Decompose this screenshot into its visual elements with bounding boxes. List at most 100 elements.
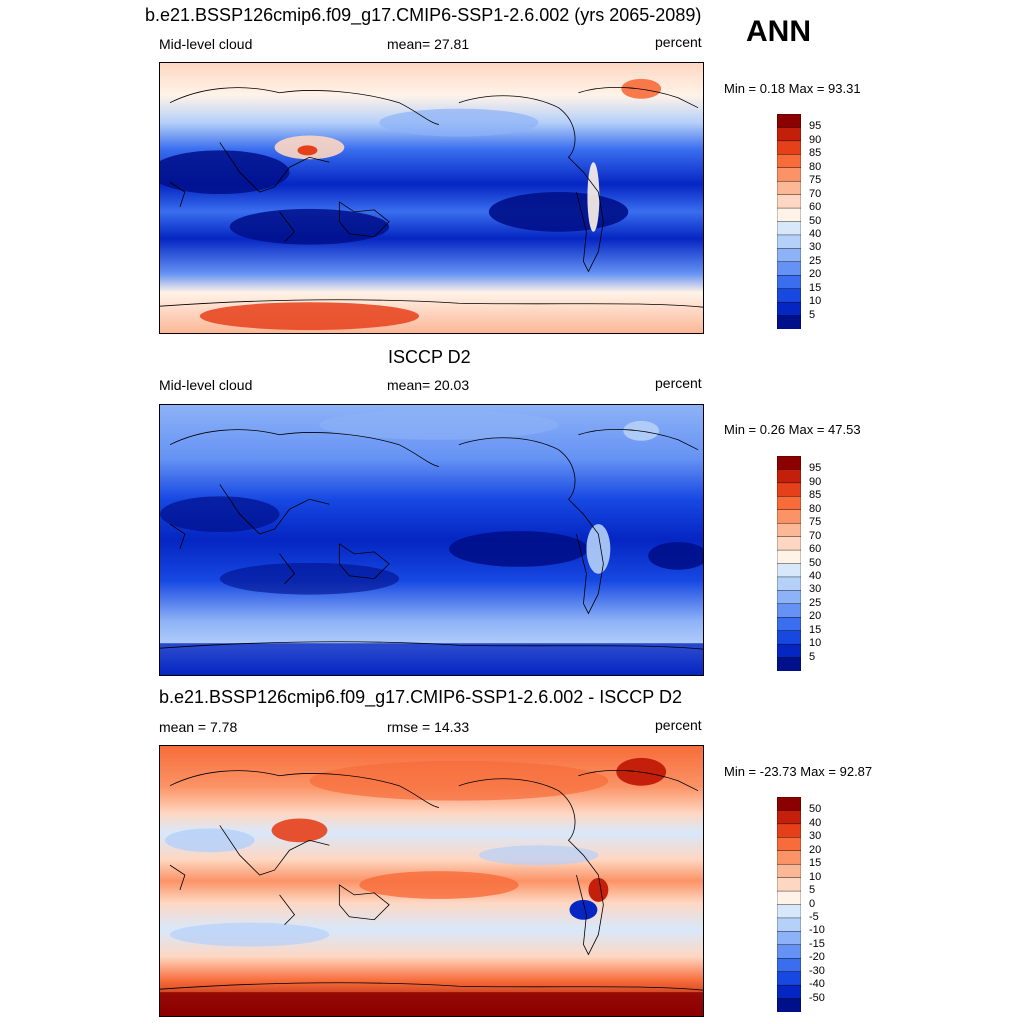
colorbar-tick-label: 30	[809, 830, 822, 843]
colorbar-tick-label: 70	[809, 187, 822, 200]
colorbar-swatch	[777, 315, 801, 329]
panel1-left-label: Mid-level cloud	[159, 36, 253, 52]
panel3-minmax: Min = -23.73 Max = 92.87	[724, 764, 873, 779]
colorbar-tick-label: 40	[809, 816, 822, 829]
colorbar-tick-label: 20	[809, 268, 822, 281]
colorbar-swatch	[777, 837, 801, 852]
colorbar-swatch	[777, 154, 801, 169]
colorbar-tick-label: 10	[809, 637, 822, 650]
colorbar-tick-label: 20	[809, 843, 822, 856]
panel2-map	[159, 404, 704, 676]
panel3-colorbar-svg	[777, 797, 801, 1012]
colorbar-tick-label: 85	[809, 489, 822, 502]
colorbar-tick-label: 25	[809, 596, 822, 609]
run-title: b.e21.BSSP126cmip6.f09_g17.CMIP6-SSP1-2.…	[145, 5, 702, 25]
colorbar-tick-label: 80	[809, 502, 822, 515]
colorbar-swatch	[777, 496, 801, 511]
colorbar-swatch	[777, 904, 801, 919]
colorbar-swatch	[777, 180, 801, 196]
colorbar-swatch	[777, 482, 801, 497]
colorbar-tick-label: 40	[809, 569, 822, 582]
colorbar-tick-label: -30	[809, 964, 825, 977]
colorbar-swatch	[777, 167, 801, 182]
colorbar-swatch	[777, 944, 801, 959]
colorbar-tick-label: 90	[809, 475, 822, 488]
panel1-colorbar	[777, 114, 801, 329]
colorbar-swatch	[777, 127, 801, 142]
colorbar-tick-label: 25	[809, 254, 822, 267]
colorbar-swatch	[777, 221, 801, 236]
colorbar-tick-label: 80	[809, 160, 822, 173]
colorbar-swatch	[777, 549, 801, 565]
colorbar-tick-label: 5	[809, 884, 816, 897]
panel1-units-label: percent	[655, 34, 702, 50]
colorbar-tick-label: -20	[809, 951, 825, 964]
colorbar-tick-label: 30	[809, 241, 822, 254]
panel3-map	[159, 745, 704, 1017]
colorbar-swatch	[777, 509, 801, 524]
colorbar-tick-label: 15	[809, 281, 822, 294]
panel3-mean-label: mean = 7.78	[159, 719, 238, 735]
colorbar-tick-label: 75	[809, 174, 822, 187]
colorbar-tick-label: 75	[809, 516, 822, 529]
colorbar-swatch	[777, 917, 801, 932]
panel2-colorbar-svg	[777, 456, 801, 671]
colorbar-swatch	[777, 288, 801, 303]
colorbar-tick-label: 15	[809, 623, 822, 636]
colorbar-swatch	[777, 810, 801, 825]
colorbar-swatch	[777, 456, 801, 470]
colorbar-tick-label: -15	[809, 937, 825, 950]
colorbar-swatch	[777, 207, 801, 223]
colorbar-tick-label: 60	[809, 201, 822, 214]
colorbar-swatch	[777, 590, 801, 605]
colorbar-swatch	[777, 863, 801, 879]
panel2-colorbar	[777, 456, 801, 671]
colorbar-swatch	[777, 248, 801, 263]
panel2-units-label: percent	[655, 375, 702, 391]
colorbar-swatch	[777, 563, 801, 578]
panel3-rmse-label: rmse = 14.33	[387, 719, 470, 735]
colorbar-swatch	[777, 301, 801, 317]
colorbar-swatch	[777, 603, 801, 618]
panel3-title: b.e21.BSSP126cmip6.f09_g17.CMIP6-SSP1-2.…	[159, 687, 682, 707]
colorbar-tick-label: 50	[809, 556, 822, 569]
colorbar-swatch	[777, 617, 801, 632]
colorbar-tick-label: 50	[809, 214, 822, 227]
panel2-minmax: Min = 0.26 Max = 47.53	[724, 422, 861, 437]
colorbar-swatch	[777, 261, 801, 276]
colorbar-tick-label: 15	[809, 857, 822, 870]
panel3-map-svg	[160, 746, 703, 1016]
colorbar-swatch	[777, 522, 801, 538]
colorbar-swatch	[777, 657, 801, 671]
panel2-mean-label: mean= 20.03	[387, 377, 470, 393]
colorbar-swatch	[777, 576, 801, 591]
colorbar-tick-label: 85	[809, 147, 822, 160]
colorbar-tick-label: -50	[809, 991, 825, 1004]
panel1-map-svg	[160, 63, 703, 333]
panel1-mean-label: mean= 27.81	[387, 36, 470, 52]
colorbar-tick-label: 60	[809, 543, 822, 556]
colorbar-swatch	[777, 984, 801, 1000]
colorbar-swatch	[777, 931, 801, 946]
panel2-map-svg	[160, 405, 703, 675]
colorbar-swatch	[777, 234, 801, 249]
colorbar-tick-label: 30	[809, 583, 822, 596]
colorbar-tick-label: 95	[809, 462, 822, 475]
colorbar-swatch	[777, 823, 801, 838]
panel1-colorbar-svg	[777, 114, 801, 329]
colorbar-swatch	[777, 877, 801, 892]
panel2-left-label: Mid-level cloud	[159, 377, 253, 393]
colorbar-swatch	[777, 971, 801, 986]
panel2-title: ISCCP D2	[388, 347, 471, 367]
colorbar-swatch	[777, 114, 801, 128]
colorbar-tick-label: 40	[809, 227, 822, 240]
colorbar-tick-label: -5	[809, 910, 819, 923]
colorbar-swatch	[777, 536, 801, 551]
colorbar-tick-label: 50	[809, 803, 822, 816]
colorbar-tick-label: 90	[809, 133, 822, 146]
panel3-colorbar	[777, 797, 801, 1012]
colorbar-tick-label: 0	[809, 897, 816, 910]
colorbar-swatch	[777, 140, 801, 155]
colorbar-swatch	[777, 958, 801, 973]
colorbar-tick-label: -10	[809, 924, 825, 937]
